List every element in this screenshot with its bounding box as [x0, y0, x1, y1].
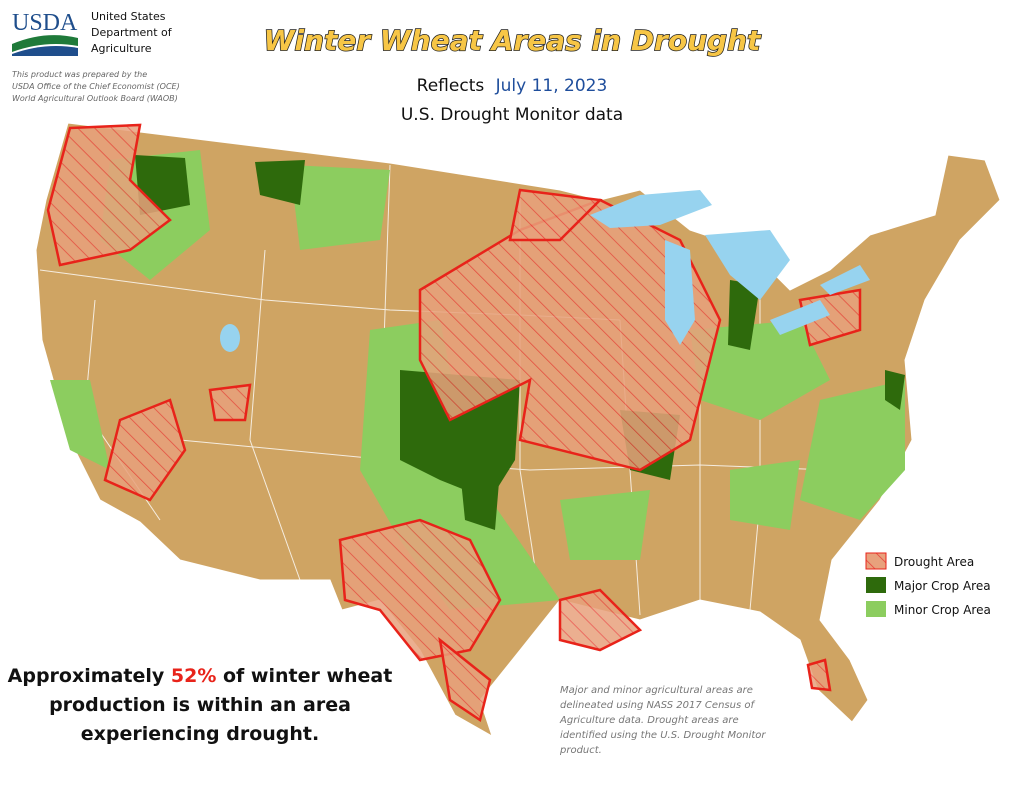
summary-line: production is within an area: [49, 694, 351, 716]
summary-share: 52%: [171, 665, 216, 687]
date: July 11, 2023: [495, 76, 608, 96]
legend-label: Minor Crop Area: [894, 603, 991, 617]
note-line: product.: [559, 745, 602, 756]
legend-swatch: [866, 601, 886, 617]
credit-line: This product was prepared by the: [12, 70, 147, 79]
legend: Drought Area Major Crop Area Minor Crop …: [865, 552, 991, 617]
summary-text: of winter wheat: [223, 665, 392, 687]
note: Major and minor agricultural areas are d…: [559, 685, 766, 756]
title: Winter Wheat Areas in Drought: [264, 24, 762, 57]
credit-line: World Agricultural Outlook Board (WAOB): [12, 94, 178, 103]
great-lakes: [220, 190, 870, 352]
legend-swatch: [866, 577, 886, 593]
agency-line: Department of: [91, 26, 173, 39]
legend-swatch: [865, 552, 887, 570]
logo-text: USDA: [12, 10, 78, 36]
summary-prefix: Approximately: [8, 665, 165, 687]
summary-line: experiencing drought.: [81, 723, 319, 745]
major-crop-areas: [135, 155, 905, 530]
agency-line: United States: [91, 10, 166, 23]
note-line: Major and minor agricultural areas are: [560, 685, 753, 696]
note-line: identified using the U.S. Drought Monito…: [560, 730, 766, 741]
subtitle-prefix: Reflects: [417, 76, 485, 96]
note-line: delineated using NASS 2017 Census of: [560, 700, 755, 711]
legend-label: Drought Area: [894, 555, 974, 569]
subtitle: U.S. Drought Monitor data: [401, 105, 623, 125]
note-line: Agriculture data. Drought areas are: [559, 715, 739, 726]
legend-label: Major Crop Area: [894, 579, 991, 593]
subtitle-date: Reflects July 11, 2023: [417, 76, 608, 96]
summary-line: Approximately 52% of winter wheat: [8, 665, 393, 687]
drought-areas: [46, 123, 862, 723]
usda-logo: USDA: [12, 10, 78, 56]
agency-line: Agriculture: [91, 42, 152, 55]
credit-line: USDA Office of the Chief Economist (OCE): [12, 82, 180, 91]
map: [35, 122, 1001, 738]
